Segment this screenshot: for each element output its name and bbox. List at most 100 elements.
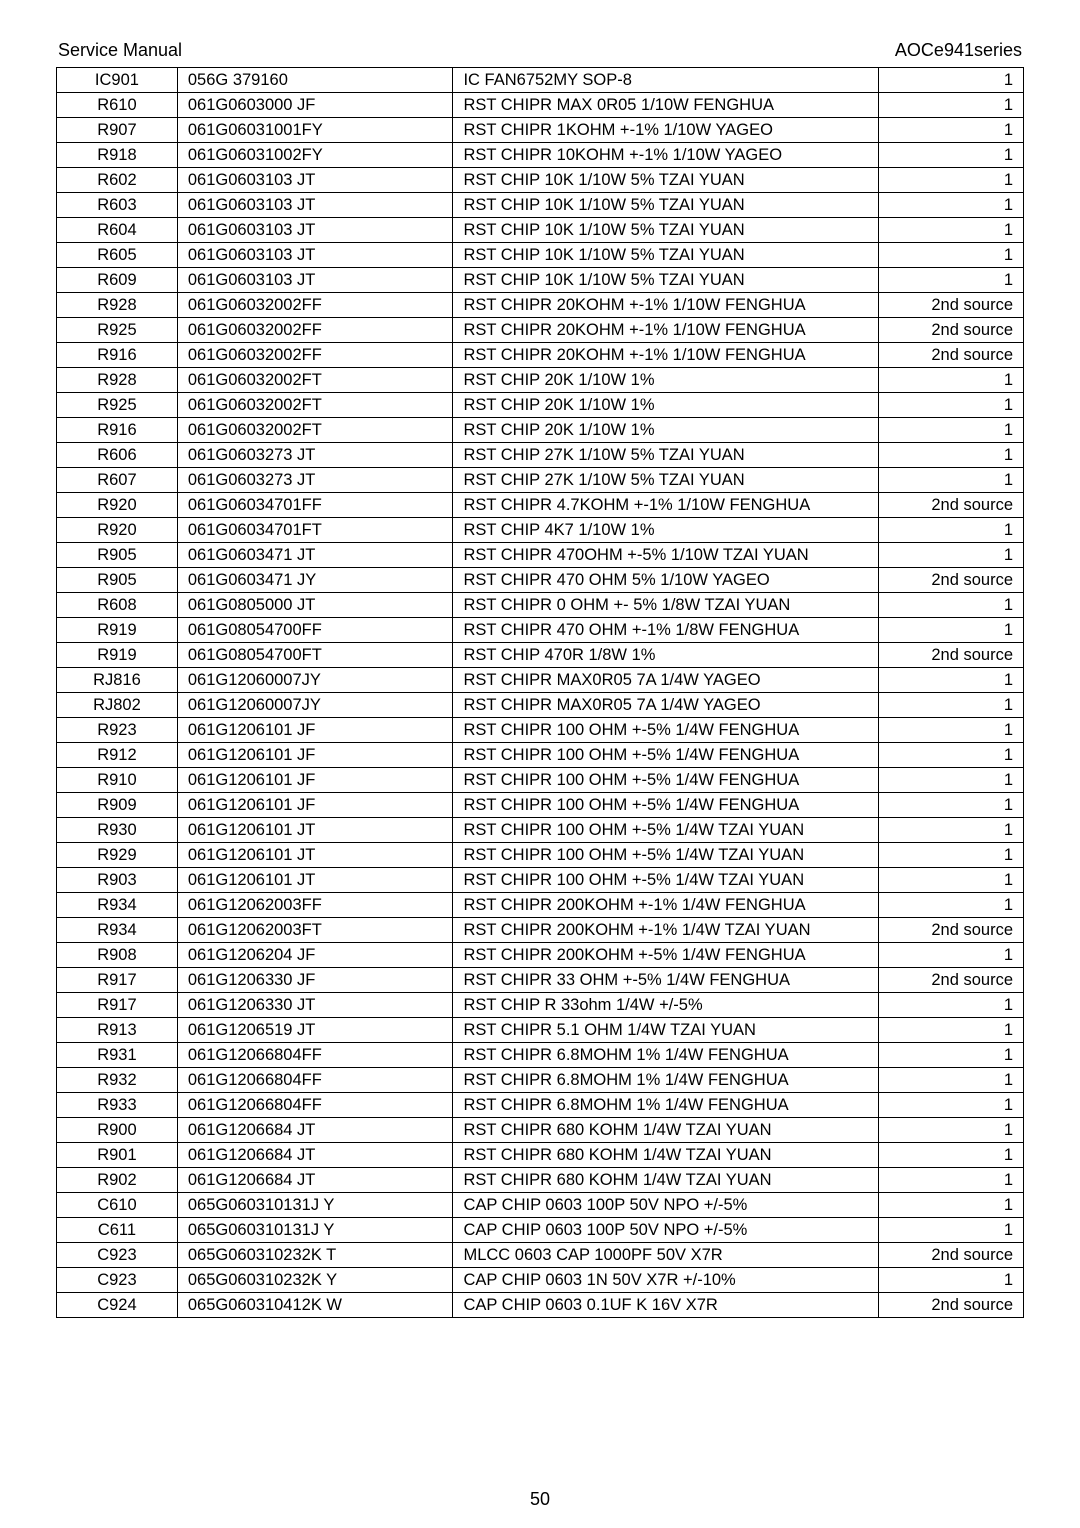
- table-row: R610061G0603000 JFRST CHIPR MAX 0R05 1/1…: [57, 93, 1024, 118]
- table-cell: R913: [57, 1018, 178, 1043]
- table-cell: RST CHIPR 4.7KOHM +-1% 1/10W FENGHUA: [453, 493, 878, 518]
- table-cell: 061G0603103 JT: [177, 243, 453, 268]
- table-cell: 061G06032002FF: [177, 293, 453, 318]
- table-cell: R934: [57, 918, 178, 943]
- table-cell: 2nd source: [878, 493, 1023, 518]
- table-cell: RST CHIPR 6.8MOHM 1% 1/4W FENGHUA: [453, 1043, 878, 1068]
- table-cell: 065G060310131J Y: [177, 1193, 453, 1218]
- table-cell: 061G1206204 JF: [177, 943, 453, 968]
- table-cell: 2nd source: [878, 1293, 1023, 1318]
- table-cell: 061G1206101 JF: [177, 768, 453, 793]
- table-cell: R912: [57, 743, 178, 768]
- header-right: AOCe941series: [895, 40, 1022, 61]
- table-row: R912061G1206101 JFRST CHIPR 100 OHM +-5%…: [57, 743, 1024, 768]
- table-cell: 061G1206101 JF: [177, 793, 453, 818]
- table-cell: IC901: [57, 68, 178, 93]
- table-cell: RST CHIP R 33ohm 1/4W +/-5%: [453, 993, 878, 1018]
- table-cell: R908: [57, 943, 178, 968]
- table-cell: RST CHIPR 200KOHM +-5% 1/4W FENGHUA: [453, 943, 878, 968]
- table-cell: 061G12066804FF: [177, 1093, 453, 1118]
- table-cell: R928: [57, 293, 178, 318]
- table-cell: MLCC 0603 CAP 1000PF 50V X7R: [453, 1243, 878, 1268]
- table-row: R920061G06034701FFRST CHIPR 4.7KOHM +-1%…: [57, 493, 1024, 518]
- table-cell: R925: [57, 318, 178, 343]
- bom-table: IC901056G 379160IC FAN6752MY SOP-81R6100…: [56, 67, 1024, 1318]
- table-cell: 1: [878, 743, 1023, 768]
- table-cell: RJ802: [57, 693, 178, 718]
- table-cell: RST CHIPR 20KOHM +-1% 1/10W FENGHUA: [453, 318, 878, 343]
- table-row: IC901056G 379160IC FAN6752MY SOP-81: [57, 68, 1024, 93]
- table-cell: RST CHIP 27K 1/10W 5% TZAI YUAN: [453, 468, 878, 493]
- table-cell: RST CHIPR 100 OHM +-5% 1/4W TZAI YUAN: [453, 818, 878, 843]
- table-row: R903061G1206101 JTRST CHIPR 100 OHM +-5%…: [57, 868, 1024, 893]
- table-cell: 061G12066804FF: [177, 1068, 453, 1093]
- table-cell: C923: [57, 1243, 178, 1268]
- table-cell: 061G0603103 JT: [177, 168, 453, 193]
- table-row: R603061G0603103 JTRST CHIP 10K 1/10W 5% …: [57, 193, 1024, 218]
- table-row: R925061G06032002FFRST CHIPR 20KOHM +-1% …: [57, 318, 1024, 343]
- table-cell: R905: [57, 568, 178, 593]
- table-cell: 1: [878, 893, 1023, 918]
- table-cell: IC FAN6752MY SOP-8: [453, 68, 878, 93]
- table-cell: 061G12062003FT: [177, 918, 453, 943]
- table-cell: R902: [57, 1168, 178, 1193]
- table-row: R931061G12066804FFRST CHIPR 6.8MOHM 1% 1…: [57, 1043, 1024, 1068]
- table-cell: R920: [57, 518, 178, 543]
- table-row: C610065G060310131J YCAP CHIP 0603 100P 5…: [57, 1193, 1024, 1218]
- table-cell: 061G0603000 JF: [177, 93, 453, 118]
- table-cell: 061G12066804FF: [177, 1043, 453, 1068]
- table-cell: R604: [57, 218, 178, 243]
- table-cell: 061G0603471 JT: [177, 543, 453, 568]
- table-cell: RST CHIP 20K 1/10W 1%: [453, 393, 878, 418]
- table-cell: R920: [57, 493, 178, 518]
- table-cell: RST CHIPR 680 KOHM 1/4W TZAI YUAN: [453, 1118, 878, 1143]
- table-cell: RST CHIP 20K 1/10W 1%: [453, 418, 878, 443]
- table-row: R604061G0603103 JTRST CHIP 10K 1/10W 5% …: [57, 218, 1024, 243]
- table-cell: C924: [57, 1293, 178, 1318]
- table-cell: 061G1206101 JT: [177, 868, 453, 893]
- table-row: R934061G12062003FFRST CHIPR 200KOHM +-1%…: [57, 893, 1024, 918]
- table-cell: 061G06032002FF: [177, 343, 453, 368]
- table-cell: R932: [57, 1068, 178, 1093]
- table-cell: 061G06034701FT: [177, 518, 453, 543]
- table-cell: 1: [878, 818, 1023, 843]
- table-cell: R607: [57, 468, 178, 493]
- table-cell: RST CHIPR 6.8MOHM 1% 1/4W FENGHUA: [453, 1093, 878, 1118]
- table-cell: 1: [878, 93, 1023, 118]
- table-cell: 061G1206519 JT: [177, 1018, 453, 1043]
- table-cell: RST CHIP 10K 1/10W 5% TZAI YUAN: [453, 218, 878, 243]
- table-cell: RST CHIPR 100 OHM +-5% 1/4W FENGHUA: [453, 768, 878, 793]
- table-cell: 1: [878, 593, 1023, 618]
- table-cell: 061G06032002FT: [177, 418, 453, 443]
- table-cell: 061G0805000 JT: [177, 593, 453, 618]
- table-cell: 2nd source: [878, 643, 1023, 668]
- table-cell: R916: [57, 418, 178, 443]
- table-row: R913061G1206519 JTRST CHIPR 5.1 OHM 1/4W…: [57, 1018, 1024, 1043]
- table-cell: 1: [878, 268, 1023, 293]
- table-cell: R602: [57, 168, 178, 193]
- table-cell: 1: [878, 193, 1023, 218]
- table-cell: RST CHIPR 470 OHM +-1% 1/8W FENGHUA: [453, 618, 878, 643]
- table-row: R916061G06032002FFRST CHIPR 20KOHM +-1% …: [57, 343, 1024, 368]
- table-cell: 1: [878, 368, 1023, 393]
- table-cell: RST CHIPR 5.1 OHM 1/4W TZAI YUAN: [453, 1018, 878, 1043]
- table-cell: RST CHIPR 100 OHM +-5% 1/4W TZAI YUAN: [453, 868, 878, 893]
- table-cell: R918: [57, 143, 178, 168]
- table-cell: CAP CHIP 0603 1N 50V X7R +/-10%: [453, 1268, 878, 1293]
- table-cell: RST CHIP 10K 1/10W 5% TZAI YUAN: [453, 268, 878, 293]
- table-cell: 1: [878, 1168, 1023, 1193]
- page-root: Service Manual AOCe941series IC901056G 3…: [0, 0, 1080, 1528]
- table-cell: 1: [878, 118, 1023, 143]
- table-cell: 061G1206684 JT: [177, 1168, 453, 1193]
- table-cell: R917: [57, 993, 178, 1018]
- table-cell: 2nd source: [878, 343, 1023, 368]
- table-row: R928061G06032002FFRST CHIPR 20KOHM +-1% …: [57, 293, 1024, 318]
- table-cell: 1: [878, 693, 1023, 718]
- table-cell: RST CHIP 27K 1/10W 5% TZAI YUAN: [453, 443, 878, 468]
- table-cell: 1: [878, 1193, 1023, 1218]
- table-cell: 1: [878, 1118, 1023, 1143]
- page-number: 50: [0, 1489, 1080, 1510]
- table-cell: RST CHIP 470R 1/8W 1%: [453, 643, 878, 668]
- table-cell: 061G06031001FY: [177, 118, 453, 143]
- table-cell: C923: [57, 1268, 178, 1293]
